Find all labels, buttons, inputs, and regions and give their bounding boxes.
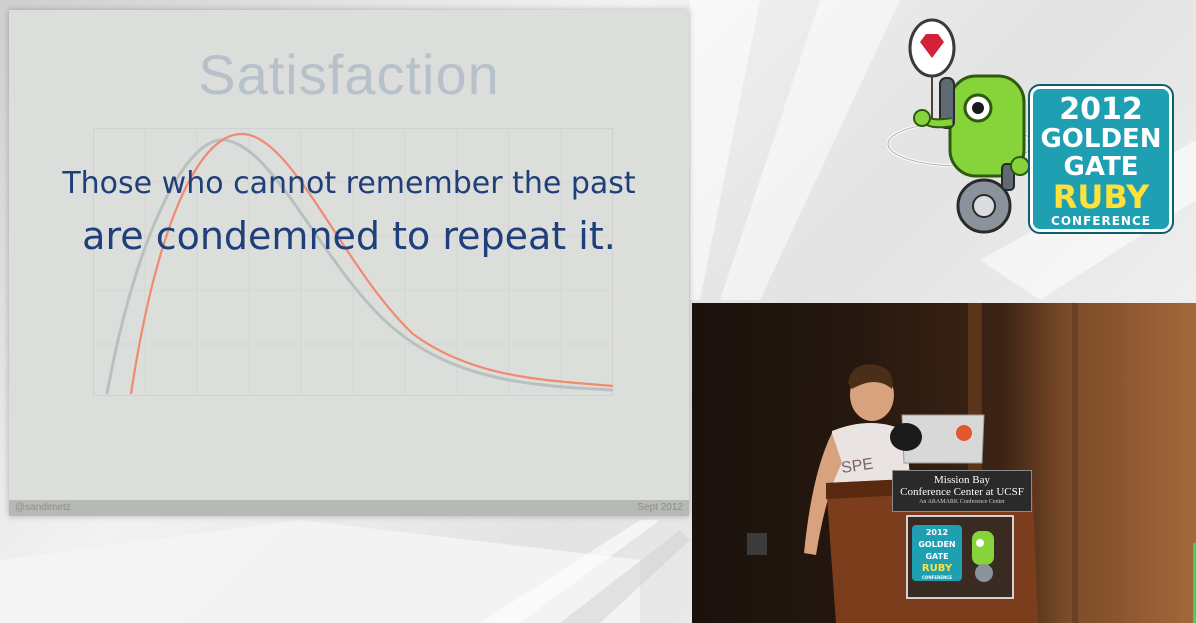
podium-logo-ruby: RUBY: [921, 563, 953, 574]
gray-curve: [105, 138, 613, 395]
quote-line-2: are condemned to repeat it.: [82, 214, 616, 258]
stage-video: SPE Mission Bay Conference Center at UCS…: [692, 303, 1196, 623]
logo-year: 2012: [1059, 92, 1143, 127]
podium-logo-gate: GATE: [925, 552, 949, 561]
svg-text:SPE: SPE: [840, 456, 874, 477]
conference-logo: 2012 GOLDEN GATE RUBY CONFERENCE: [1030, 86, 1172, 232]
podium-logo-year: 2012: [925, 528, 949, 537]
slide-footer: @sandimetz Sept 2012: [9, 500, 689, 516]
robot-mascot-icon: [886, 18, 1034, 234]
podium-sign: Mission Bay Conference Center at UCSF An…: [892, 470, 1032, 512]
footer-date: Sept 2012: [637, 502, 683, 513]
slide-title: Satisfaction: [198, 43, 500, 106]
podium-logo-poster: 2012 GOLDEN GATE RUBY CONFERENCE: [906, 515, 1014, 599]
podium-sign-line3: An ARAMARK Conference Center: [919, 499, 1005, 505]
footer-handle: @sandimetz: [15, 502, 71, 513]
slide-chart-background: [93, 128, 613, 396]
logo-conference: CONFERENCE: [1051, 214, 1151, 228]
podium-robot-icon: [972, 531, 994, 582]
presentation-slide: Satisfaction Those who cannot remember t…: [9, 10, 689, 516]
podium-logo-text: 2012 GOLDEN GATE RUBY CONFERENCE: [912, 525, 962, 581]
quote-line-1: Those who cannot remember the past: [62, 166, 636, 201]
logo-golden: GOLDEN: [1040, 124, 1162, 154]
red-curve: [129, 132, 613, 395]
logo-gate: GATE: [1063, 152, 1139, 182]
podium-logo-golden: GOLDEN: [918, 540, 956, 549]
logo-ruby: RUBY: [1052, 178, 1150, 216]
podium-logo-conference: CONFERENCE: [922, 575, 952, 580]
green-edge-marker: [1193, 543, 1196, 623]
podium-sign-line2: Conference Center at UCSF: [900, 486, 1024, 498]
podium-sign-line1: Mission Bay: [934, 474, 990, 486]
